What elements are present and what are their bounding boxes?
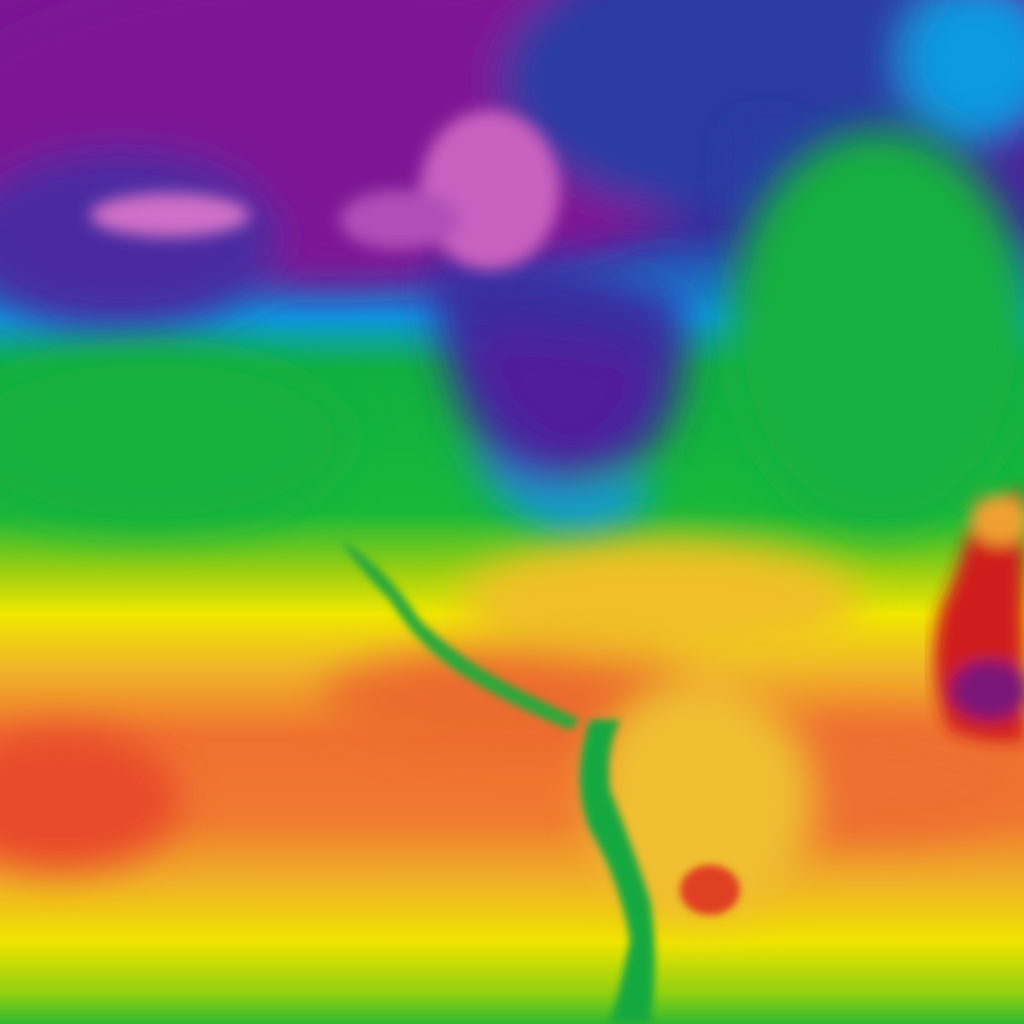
sahara-desert: [934, 490, 1024, 742]
central-america-land: [340, 540, 580, 730]
south-america-andes: [580, 720, 740, 1024]
greenland-cold-patches: [90, 110, 560, 270]
atlantic-green-region: [0, 130, 1024, 530]
